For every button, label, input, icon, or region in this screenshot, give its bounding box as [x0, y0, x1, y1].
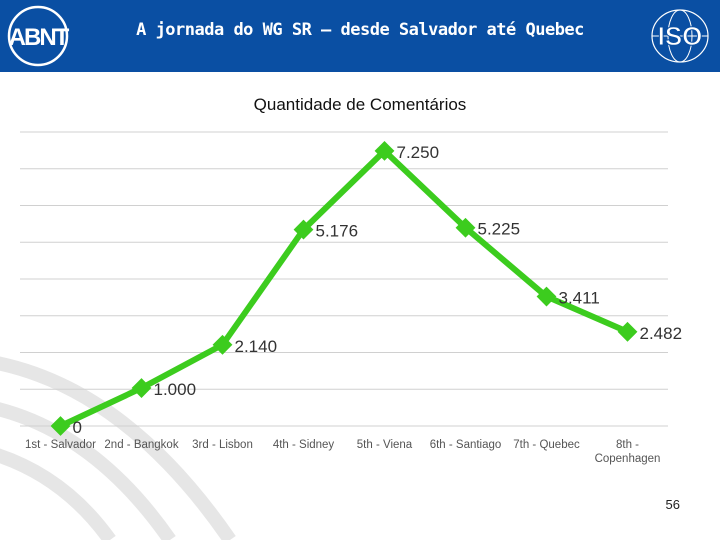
x-tick-label: 3rd - Lisbon	[192, 439, 253, 451]
watermark-arcs	[0, 356, 236, 540]
data-label: 5.225	[478, 220, 521, 239]
data-label: 5.176	[316, 222, 359, 241]
data-label: 2.140	[235, 337, 278, 356]
series-line	[57, 147, 631, 429]
data-label: 0	[73, 418, 82, 437]
x-tick-label: 6th - Santiago	[430, 439, 502, 451]
slide-header: ABNT A jornada do WG SR – desde Salvador…	[0, 0, 720, 72]
data-label: 1.000	[154, 380, 197, 399]
data-label: 7.250	[397, 143, 440, 162]
data-point-marker	[131, 378, 152, 398]
svg-text:ISO: ISO	[658, 21, 703, 51]
x-tick-label: 2nd - Bangkok	[104, 439, 178, 451]
data-point-marker	[212, 334, 233, 355]
slide-title: A jornada do WG SR – desde Salvador até …	[136, 20, 584, 40]
data-point-marker	[455, 217, 476, 238]
abnt-logo-icon: ABNT	[7, 5, 70, 67]
iso-logo-icon: ISO	[651, 9, 709, 63]
x-tick-label: 8th -	[616, 439, 639, 451]
x-tick-label: 1st - Salvador	[25, 439, 96, 451]
data-point-marker	[293, 219, 314, 240]
x-tick-label: 4th - Sidney	[273, 439, 335, 451]
chart-title: Quantidade de Comentários	[253, 95, 467, 114]
x-tick-label: Copenhagen	[595, 453, 661, 465]
data-label: 2.482	[640, 324, 683, 343]
svg-text:ABNT: ABNT	[9, 24, 70, 51]
comments-line-chart: 0 1.000 2.140 5.176 7.250 5.225 3.411 2.482 1st…	[20, 131, 683, 465]
x-tick-label: 7th - Quebec	[513, 439, 580, 451]
x-tick-label: 5th - Viena	[357, 439, 413, 451]
data-point-marker	[50, 416, 71, 436]
data-point-marker	[374, 140, 395, 161]
data-label: 3.411	[559, 289, 600, 308]
page-number: 56	[665, 497, 680, 512]
data-point-marker	[617, 321, 638, 342]
